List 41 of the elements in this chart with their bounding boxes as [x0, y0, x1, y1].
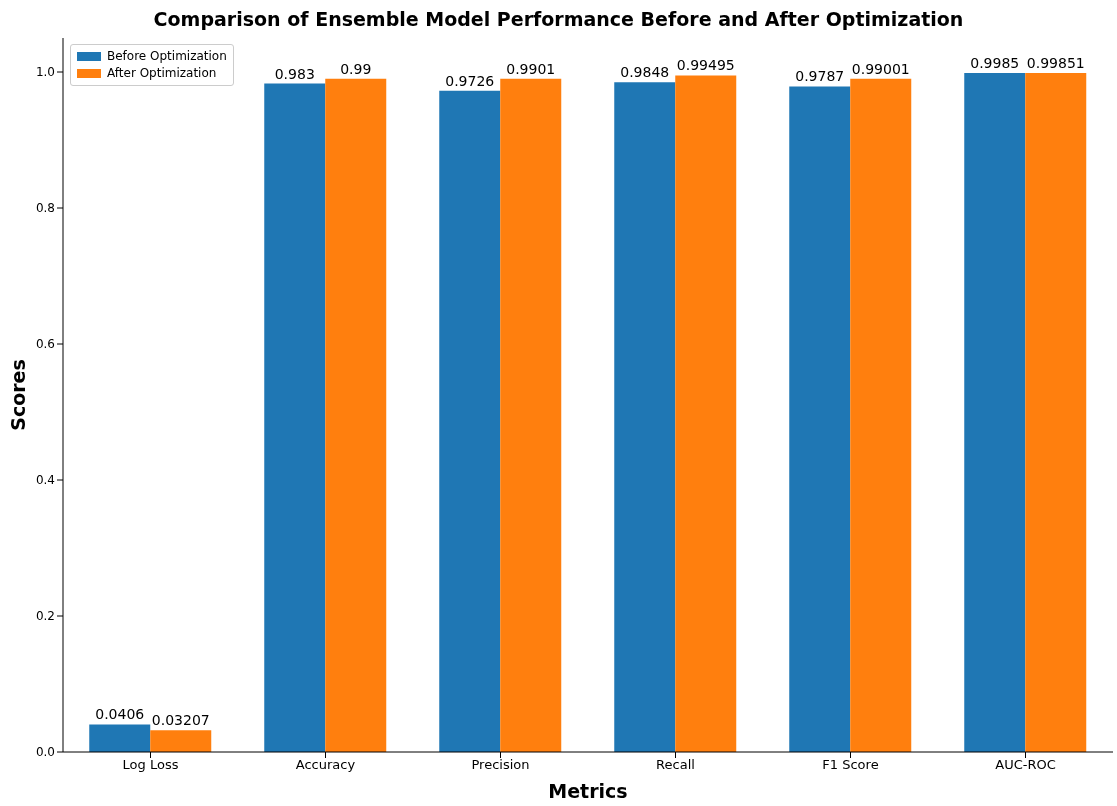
data-label: 0.0406: [95, 706, 145, 723]
bar: [964, 73, 1026, 752]
data-label: 0.983: [274, 65, 315, 82]
bar: [850, 78, 912, 752]
data-label: 0.99: [340, 60, 372, 77]
bar: [439, 90, 501, 752]
y-tick-label: 0.0: [35, 745, 55, 760]
data-label: 0.03207: [151, 712, 210, 729]
y-axis-title: Scores: [7, 359, 29, 431]
data-label: 0.9787: [795, 68, 845, 85]
x-axis-title: Metrics: [547, 780, 629, 802]
y-tick-label: 0.6: [35, 337, 55, 352]
bar: [150, 730, 212, 752]
data-label: 0.9726: [445, 72, 495, 89]
y-tick-label: 0.4: [35, 473, 55, 488]
data-label: 0.99851: [1026, 55, 1085, 72]
bar: [1025, 73, 1087, 752]
y-tick-label: 0.2: [35, 609, 55, 624]
y-tick-label: 1.0: [35, 65, 55, 80]
legend-label: Before Optimization: [107, 48, 227, 65]
x-tick-label: Accuracy: [295, 757, 356, 773]
chart-title: Comparison of Ensemble Model Performance Before and After Optimization: [152, 8, 965, 30]
x-tick-label: Recall: [656, 757, 695, 773]
bar: [325, 78, 387, 752]
x-tick-label: Log Loss: [122, 757, 179, 773]
data-label: 0.9901: [506, 60, 556, 77]
data-label: 0.9848: [620, 64, 670, 81]
y-tick-label: 0.8: [35, 201, 55, 216]
bar: [789, 86, 851, 752]
data-label: 0.99001: [851, 60, 910, 77]
bar: [89, 724, 151, 752]
x-tick-label: AUC-ROC: [995, 757, 1056, 773]
data-label: 0.9985: [970, 55, 1020, 72]
bar: [264, 83, 326, 752]
x-tick-label: F1 Score: [822, 757, 879, 773]
bar: [675, 75, 737, 752]
bar: [614, 82, 676, 752]
legend-label: After Optimization: [107, 65, 217, 82]
bar: [500, 78, 562, 752]
data-label: 0.99495: [676, 57, 735, 74]
x-tick-label: Precision: [471, 757, 530, 773]
